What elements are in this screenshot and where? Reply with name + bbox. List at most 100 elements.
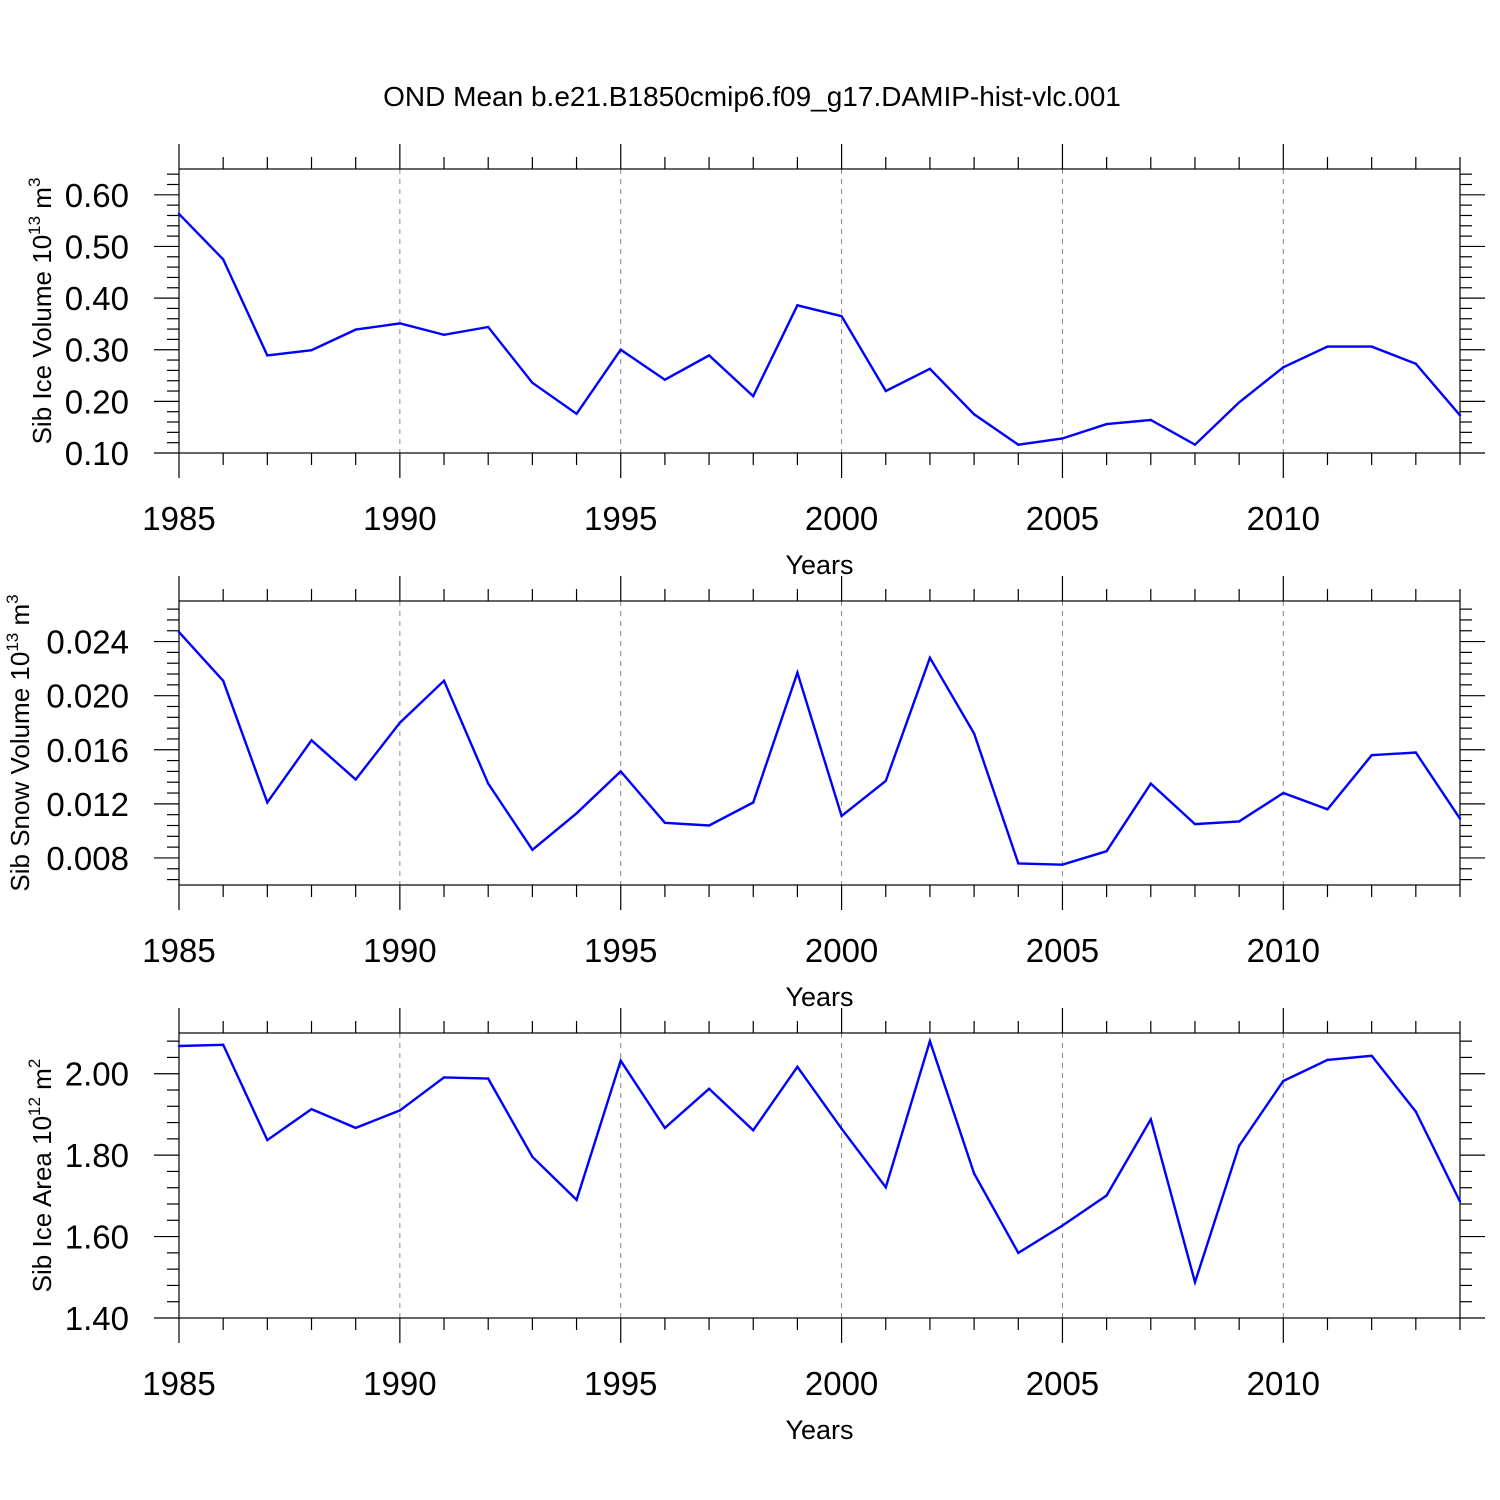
data-point bbox=[266, 1138, 269, 1142]
data-point bbox=[663, 378, 667, 381]
x-axis-label: Years bbox=[785, 982, 853, 1012]
data-point bbox=[177, 1044, 181, 1048]
data-point bbox=[972, 413, 976, 416]
x-tick-label: 1995 bbox=[584, 500, 657, 537]
plot-frame bbox=[178, 168, 1461, 454]
data-point bbox=[575, 812, 578, 815]
data-point bbox=[266, 354, 269, 357]
data-point bbox=[707, 354, 711, 357]
data-point bbox=[928, 656, 932, 659]
data-point bbox=[1061, 437, 1064, 440]
data-point bbox=[840, 1127, 843, 1130]
data-point bbox=[663, 1126, 667, 1130]
data-point bbox=[840, 314, 843, 318]
data-point bbox=[575, 412, 578, 415]
y-axis-label-superscript: 12 bbox=[25, 1097, 44, 1116]
y-tick-label: 2.00 bbox=[65, 1056, 129, 1093]
data-point bbox=[796, 671, 799, 674]
y-axis-label-superscript: 13 bbox=[3, 633, 22, 652]
panel-2: 0.008 0.012 0.016 0.020 0.024 1985 1990 1995 200… bbox=[3, 576, 1485, 1012]
data-point bbox=[928, 1039, 932, 1043]
data-point bbox=[1458, 817, 1462, 820]
data-point bbox=[354, 1126, 357, 1130]
data-point bbox=[1282, 1079, 1285, 1083]
x-tick-label: 2005 bbox=[1026, 932, 1099, 969]
y-axis-label-superscript: 2 bbox=[25, 1059, 44, 1068]
data-point bbox=[1414, 751, 1418, 754]
data-point bbox=[531, 848, 534, 852]
data-point bbox=[1370, 753, 1373, 757]
series-line bbox=[178, 631, 1461, 866]
y-tick-label: 0.20 bbox=[65, 383, 129, 420]
data-point bbox=[177, 212, 181, 216]
data-point bbox=[1149, 1118, 1152, 1121]
data-point bbox=[752, 801, 755, 804]
data-point bbox=[310, 1107, 313, 1111]
data-point bbox=[1193, 443, 1197, 446]
data-point bbox=[928, 367, 932, 371]
data-point bbox=[1105, 1194, 1108, 1197]
x-tick-label: 1990 bbox=[363, 1365, 436, 1402]
y-tick-label: 1.40 bbox=[65, 1300, 129, 1337]
data-point bbox=[398, 1109, 402, 1112]
data-point bbox=[619, 1059, 622, 1062]
series-line bbox=[178, 213, 1461, 447]
plot-frame bbox=[178, 600, 1461, 886]
y-tick-label: 0.60 bbox=[65, 177, 129, 214]
y-tick-label: 0.30 bbox=[65, 332, 129, 369]
data-point bbox=[1414, 362, 1418, 365]
x-tick-label: 1990 bbox=[363, 500, 436, 537]
y-tick-label: 0.40 bbox=[65, 280, 129, 317]
data-point bbox=[531, 1155, 534, 1158]
data-point bbox=[221, 679, 225, 682]
x-tick-label: 2010 bbox=[1247, 500, 1320, 537]
data-point bbox=[398, 721, 402, 724]
y-axis-label-text: Sib Ice Area 10 bbox=[27, 1116, 57, 1292]
data-point bbox=[884, 779, 887, 783]
y-axis-label-text: Sib Ice Volume 10 bbox=[27, 235, 57, 445]
data-point bbox=[1370, 345, 1373, 348]
data-point bbox=[310, 349, 313, 352]
data-point bbox=[221, 258, 225, 261]
data-point bbox=[442, 679, 446, 682]
data-point bbox=[796, 1065, 799, 1068]
data-point bbox=[619, 770, 622, 773]
x-tick-label: 1985 bbox=[142, 932, 215, 969]
x-tick-label: 1995 bbox=[584, 932, 657, 969]
data-point bbox=[177, 630, 181, 634]
data-point bbox=[884, 1186, 887, 1189]
y-tick-label: 0.024 bbox=[46, 624, 129, 661]
x-tick-label: 2005 bbox=[1026, 1365, 1099, 1402]
y-axis-label-text: Sib Snow Volume 10 bbox=[5, 652, 35, 892]
data-point bbox=[1237, 820, 1241, 823]
data-point bbox=[1061, 1224, 1064, 1227]
y-axis-label-text: m bbox=[27, 1068, 57, 1097]
data-point bbox=[487, 325, 490, 329]
data-point bbox=[1326, 1058, 1329, 1062]
x-tick-label: 1990 bbox=[363, 932, 436, 969]
data-point bbox=[310, 739, 313, 742]
x-tick-label: 1985 bbox=[142, 1365, 215, 1402]
y-axis-label: Sib Ice Area 1012 m2 bbox=[25, 1059, 57, 1293]
chart-title: OND Mean b.e21.B1850cmip6.f09_g17.DAMIP-… bbox=[383, 81, 1121, 112]
y-axis-label-superscript: 3 bbox=[3, 594, 22, 603]
data-point bbox=[1414, 1110, 1418, 1113]
data-point bbox=[663, 821, 667, 824]
x-tick-label: 1985 bbox=[142, 500, 215, 537]
data-point bbox=[1105, 422, 1108, 426]
data-point bbox=[354, 778, 357, 781]
data-point bbox=[884, 389, 887, 393]
x-tick-label: 1995 bbox=[584, 1365, 657, 1402]
data-point bbox=[1370, 1054, 1373, 1058]
panels: 0.10 0.20 0.30 0.40 0.50 0.60 1985 1990 1995 2000… bbox=[3, 144, 1485, 1445]
y-tick-label: 0.012 bbox=[46, 786, 129, 823]
data-point bbox=[1193, 1280, 1197, 1284]
panel-1: 0.10 0.20 0.30 0.40 0.50 0.60 1985 1990 1995 2000… bbox=[25, 144, 1485, 580]
data-point bbox=[442, 333, 446, 336]
data-point bbox=[1458, 414, 1462, 417]
x-axis-label: Years bbox=[785, 1415, 853, 1445]
data-point bbox=[1017, 862, 1020, 865]
y-tick-label: 0.50 bbox=[65, 228, 129, 265]
data-point bbox=[442, 1076, 446, 1079]
